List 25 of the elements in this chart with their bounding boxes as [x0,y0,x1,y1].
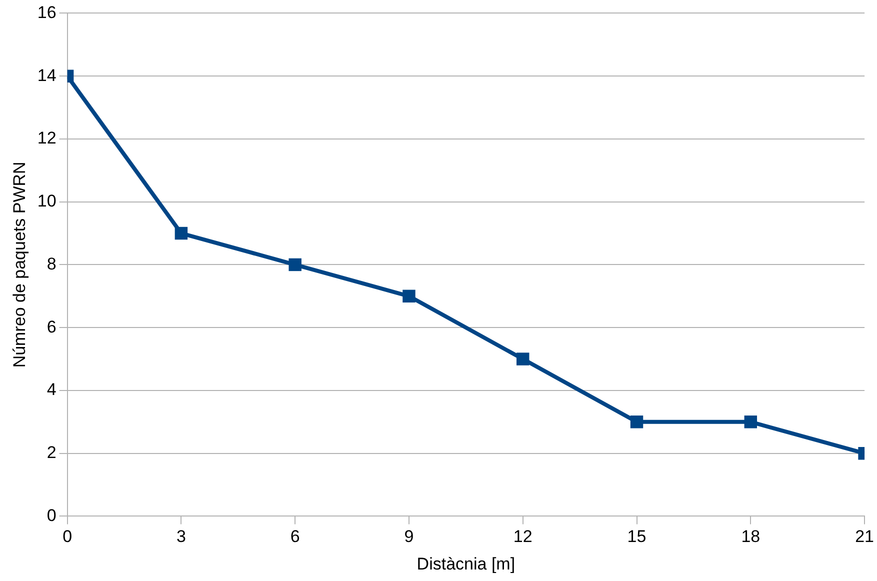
y-tick-label: 12 [37,128,56,148]
y-tick-label: 0 [46,506,56,525]
y-tick-label: 4 [46,380,56,400]
x-tick-label: 9 [404,527,414,546]
y-axis-title: Númreo de paquets PWRN [10,162,29,368]
y-tick-label: 14 [37,66,56,85]
x-axis-title: Distàcnia [m] [416,554,516,574]
y-tick-label: 2 [46,443,56,462]
point [630,416,644,428]
x-tick-label: 12 [513,527,532,546]
y-tick-label: 16 [37,2,56,22]
x-tick-label: 0 [62,527,72,546]
point [402,290,416,302]
point [516,352,530,366]
x-tick-label: 18 [741,527,760,546]
x-tick-label: 6 [290,527,300,546]
y-tick-label: 10 [37,192,56,211]
x-tick-label: 15 [627,527,646,546]
x-tick-label: 3 [176,527,186,546]
point [288,258,302,272]
x-tick-label: 21 [855,527,874,546]
point [174,226,188,240]
y-tick-label: 8 [46,254,56,274]
point [744,416,758,428]
y-tick-label: 6 [46,317,56,336]
